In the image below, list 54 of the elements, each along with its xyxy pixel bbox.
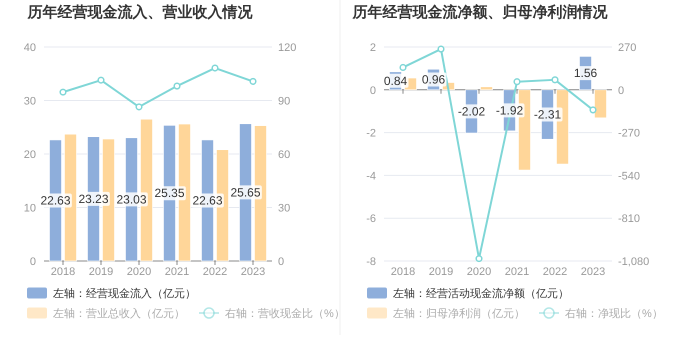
y-tick-label: 10 [24, 202, 36, 214]
y2-tick-label: -810 [618, 213, 640, 226]
x-tick-label: 2020 [466, 266, 492, 278]
y2-tick-label: 0 [618, 84, 624, 97]
legend-label: 右轴：净现比（%） [565, 307, 663, 320]
y-tick-label: 20 [24, 149, 36, 161]
y2-tick-label: 120 [278, 42, 296, 54]
data-label: -2.31 [534, 108, 562, 122]
data-label: 22.63 [40, 193, 71, 208]
x-tick-label: 2018 [390, 266, 416, 278]
data-label: 0.96 [422, 72, 446, 87]
y-tick-label: 0 [370, 84, 376, 97]
data-label: 23.03 [116, 192, 147, 206]
chart-title: 历年经营现金流净额、归母净利润情况 [352, 3, 608, 21]
x-tick-label: 2021 [164, 266, 190, 278]
y2-tick-label: 60 [278, 149, 290, 161]
y2-tick-label: -540 [618, 170, 640, 182]
y-tick-label: 30 [24, 96, 36, 108]
y-tick-label: -4 [366, 170, 376, 182]
legend-label: 左轴：归母净利润（亿元） [393, 307, 525, 320]
data-label: 25.35 [154, 186, 185, 200]
x-tick-label: 2022 [542, 266, 568, 278]
y-tick-label: -2 [366, 128, 376, 140]
x-tick-label: 2019 [88, 266, 114, 278]
y2-tick-label: 0 [278, 256, 284, 268]
data-label: -1.92 [496, 103, 524, 118]
data-label: 22.63 [192, 193, 223, 208]
x-tick-label: 2021 [504, 266, 530, 278]
chart-title: 历年经营现金流入、营业收入情况 [26, 3, 254, 21]
y2-tick-label: 270 [618, 42, 636, 54]
legend-label: 左轴：经营活动现金流净额（亿元） [393, 287, 569, 300]
x-tick-label: 2020 [126, 266, 152, 278]
data-label: 1.56 [574, 66, 598, 80]
y-tick-label: -8 [366, 256, 376, 268]
legend-label: 左轴：营业总收入（亿元） [53, 307, 185, 320]
y-tick-label: 0 [30, 256, 36, 268]
y2-tick-label: 30 [278, 202, 290, 214]
data-label: -2.02 [458, 104, 486, 118]
legend-label: 左轴：经营现金流入（亿元） [53, 287, 196, 300]
x-tick-label: 2022 [202, 266, 228, 278]
x-tick-label: 2023 [240, 266, 266, 278]
y-tick-label: 2 [370, 42, 376, 54]
legend-label: 右轴：营收现金比（%） [225, 307, 345, 320]
y2-tick-label: 90 [278, 96, 290, 108]
y-tick-label: -6 [366, 213, 376, 226]
data-label: 23.23 [78, 192, 109, 206]
y2-tick-label: -1,080 [618, 256, 650, 268]
data-label: 0.84 [384, 74, 408, 88]
data-label: 25.65 [230, 185, 261, 200]
x-tick-label: 2023 [580, 266, 606, 278]
y2-tick-label: -270 [618, 128, 640, 140]
y-tick-label: 40 [24, 42, 36, 54]
x-tick-label: 2019 [428, 266, 454, 278]
x-tick-label: 2018 [50, 266, 76, 278]
